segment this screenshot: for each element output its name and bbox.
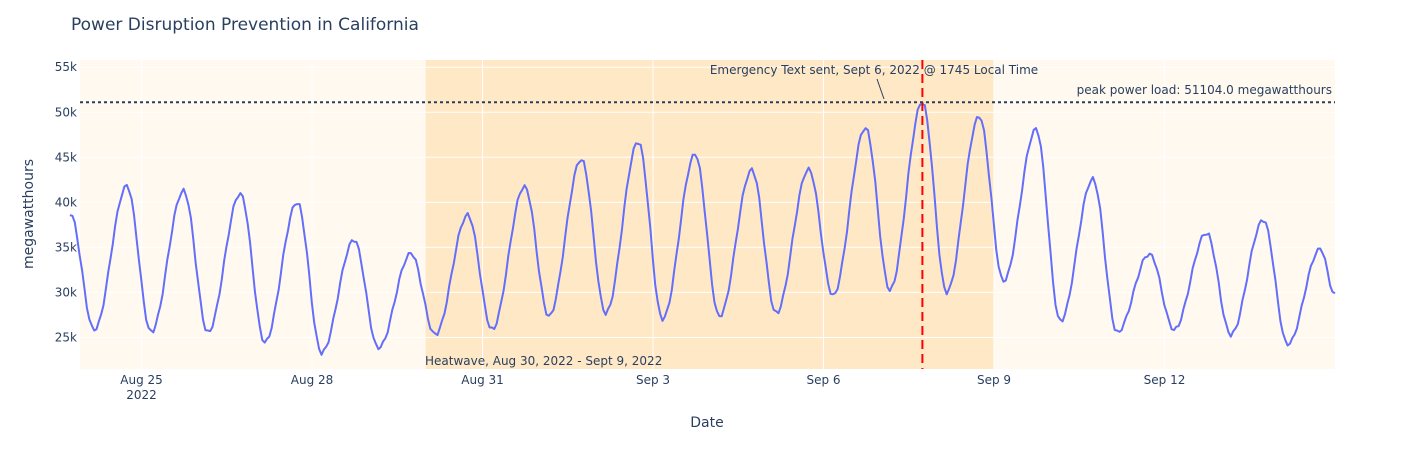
- y-tick-label: 25k: [55, 330, 77, 344]
- y-tick-label: 50k: [55, 105, 77, 119]
- x-tick-label: Aug 31: [461, 373, 504, 387]
- heatwave-annotation: Heatwave, Aug 30, 2022 - Sept 9, 2022: [425, 354, 662, 368]
- y-tick-label: 40k: [55, 195, 77, 209]
- y-tick-label: 55k: [55, 60, 77, 74]
- series-layer: [69, 103, 1336, 356]
- x-axis-label: Date: [690, 415, 723, 431]
- y-axis-ticks: 25k 30k 35k 40k 45k 50k 55k: [55, 60, 77, 344]
- x-tick-label: Aug 28: [291, 373, 334, 387]
- emergency-annotation-arrow: [876, 78, 885, 100]
- x-tick-label: Aug 25: [120, 373, 163, 387]
- x-tick-label: Sep 12: [1144, 373, 1186, 387]
- x-tick-label: Sep 3: [636, 373, 670, 387]
- shaded-bands: [80, 60, 1335, 369]
- heatwave-band: [425, 60, 995, 369]
- x-tick-label: Sep 6: [806, 373, 840, 387]
- power-load-series: [69, 103, 1336, 356]
- reference-lines: [80, 60, 1335, 369]
- y-tick-label: 30k: [55, 285, 77, 299]
- peak-load-annotation: peak power load: 51104.0 megawatthours: [1077, 83, 1332, 97]
- emergency-annotation: Emergency Text sent, Sept 6, 2022 @ 1745…: [710, 63, 1038, 77]
- x-tick-label: Sep 9: [977, 373, 1011, 387]
- y-tick-label: 45k: [55, 150, 77, 164]
- x-tick-sublabel: 2022: [126, 388, 157, 402]
- y-axis-label: megawatthours: [21, 159, 37, 269]
- chart-title: Power Disruption Prevention in Californi…: [71, 15, 419, 35]
- y-tick-label: 35k: [55, 240, 77, 254]
